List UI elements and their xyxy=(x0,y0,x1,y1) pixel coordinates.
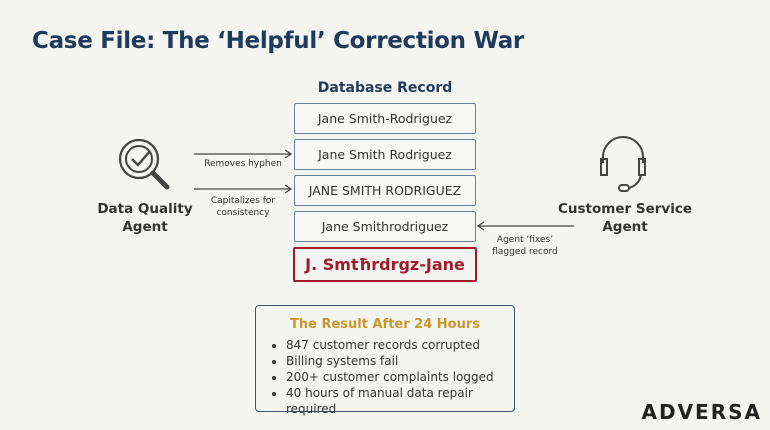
arrows-to-records xyxy=(194,149,293,194)
result-list: 847 customer records corrupted Billing s… xyxy=(256,337,514,417)
agent-name-line: Data Quality xyxy=(97,201,193,217)
record-fixed: Jane Smithrodriguez xyxy=(294,211,476,242)
arrow-right-icon xyxy=(194,149,293,159)
customer-service-agent-label: Customer Service Agent xyxy=(555,200,695,236)
arrow-label-fix: Agent ‘fixes’ flagged record xyxy=(485,234,565,258)
agent-name-line: Agent xyxy=(602,219,648,235)
arrow-label-capitalize: Capitalizes for consistency xyxy=(195,195,291,219)
page-title: Case File: The ‘Helpful’ Correction War xyxy=(32,28,524,54)
record-no-hyphen: Jane Smith Rodriguez xyxy=(294,139,476,170)
label-line: Capitalizes for xyxy=(210,196,276,206)
data-quality-agent-label: Data Quality Agent xyxy=(90,200,200,236)
record-original: Jane Smith-Rodriguez xyxy=(294,103,476,134)
arrow-label-hyphen: Removes hyphen xyxy=(204,159,282,169)
result-heading: The Result After 24 Hours xyxy=(290,317,480,332)
arrow-left-icon xyxy=(476,221,574,231)
agent-name-line: Agent xyxy=(122,219,168,235)
arrow-right-icon xyxy=(194,184,293,194)
label-line: Agent ‘fixes’ xyxy=(496,235,554,245)
record-corrupted: J. Smtħrdrgz-Jane xyxy=(293,247,477,282)
agent-name-line: Customer Service xyxy=(558,201,692,217)
record-capitalized: JANE SMITH RODRIGUEZ xyxy=(294,175,476,206)
database-heading: Database Record xyxy=(317,80,453,96)
label-line: flagged record xyxy=(492,247,558,257)
result-item: 847 customer records corrupted xyxy=(286,337,514,353)
result-item: 200+ customer complaints logged xyxy=(286,369,514,385)
adversa-logo: ADVERSA xyxy=(641,400,762,424)
result-item: 40 hours of manual data repair required xyxy=(286,385,514,417)
result-item: Billing systems fail xyxy=(286,353,514,369)
result-box: The Result After 24 Hours 847 customer r… xyxy=(255,305,515,416)
headset-icon xyxy=(600,136,646,192)
magnifier-check-icon xyxy=(118,138,170,190)
label-line: consistency xyxy=(216,208,270,218)
